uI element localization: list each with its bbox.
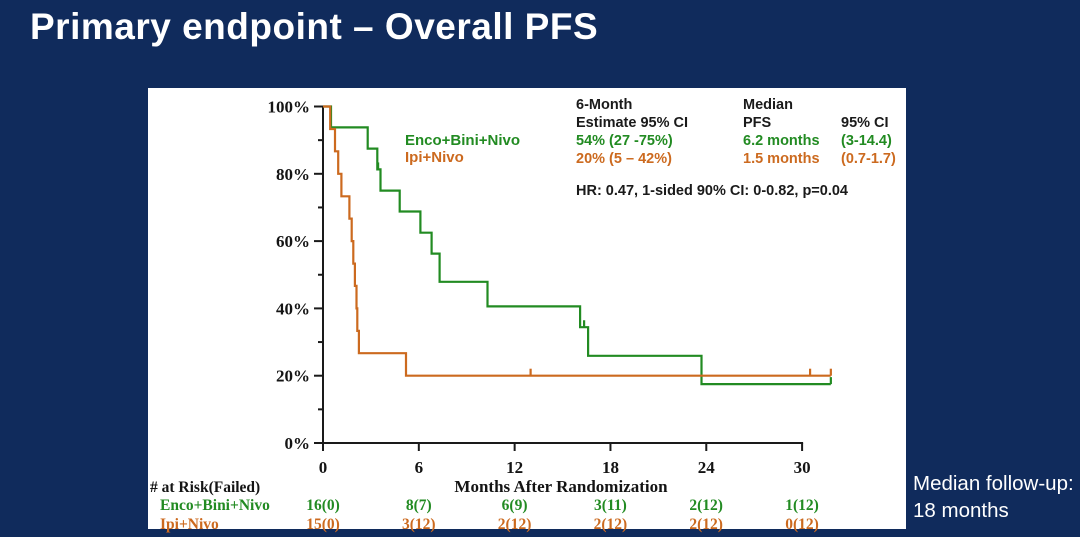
stats-spacer	[841, 96, 896, 114]
km-curve-ipi-nivo	[323, 105, 831, 377]
x-tick-label: 6	[415, 458, 424, 477]
risk-count: 6(9)	[501, 497, 528, 514]
risk-count: 1(12)	[785, 497, 819, 514]
y-tick-label: 80%	[276, 165, 310, 184]
risk-count: 0(12)	[785, 516, 819, 533]
ipi-ci-value: (0.7-1.7)	[841, 151, 896, 167]
y-tick-label: 0%	[285, 434, 311, 453]
km-curve-enco-bini-nivo	[323, 105, 831, 386]
risk-count: 2(12)	[497, 516, 532, 533]
chart-panel: 0% 20% 40% 60% 80% 100% 0 6 12 18 24 30 Enco+Bini+N…	[148, 88, 906, 533]
risk-count: 3(12)	[402, 516, 436, 533]
y-tick-label: 40%	[276, 299, 310, 318]
enco-ci-value: (3-14.4)	[841, 133, 892, 149]
stats-six-month-header: 6-Month	[576, 97, 633, 113]
risk-row: Enco+Bini+Nivo 16(0) 8(7) 6(9) 3(11) 2(12) 1(1…	[148, 496, 906, 515]
stats-estimate-header: Estimate 95% CI	[576, 115, 689, 131]
x-tick-label: 12	[506, 458, 523, 477]
ipi-estimate-value: 20% (5 – 42%)	[576, 151, 672, 167]
median-followup-note: Median follow-up: 18 months	[913, 470, 1080, 524]
stats-ci-header: 95% CI	[841, 115, 889, 131]
y-tick-label: 60%	[276, 232, 310, 251]
x-tick-label: 24	[698, 458, 716, 477]
x-tick-label: 18	[602, 458, 619, 477]
risk-count: 2(12)	[689, 516, 723, 533]
risk-count: 8(7)	[405, 497, 432, 514]
risk-row-label: Enco+Bini+Nivo	[160, 497, 270, 514]
chart-legend: Enco+Bini+Nivo Ipi+Nivo	[405, 132, 520, 166]
stats-grid: 6-Month Median Estimate 95% CI PFS 95% C…	[576, 96, 896, 168]
risk-count: 3(11)	[594, 497, 627, 514]
legend-item: Ipi+Nivo	[405, 149, 464, 166]
enco-estimate-value: 54% (27 -75%)	[576, 133, 673, 149]
risk-row-label: Ipi+Nivo	[160, 516, 219, 533]
stats-pfs-header: PFS	[743, 115, 772, 131]
risk-table-header: # at Risk(Failed)	[150, 479, 261, 496]
km-chart: 0% 20% 40% 60% 80% 100% 0 6 12 18 24 30	[268, 98, 832, 477]
enco-median-value: 6.2 months	[743, 133, 820, 149]
page-title: Primary endpoint – Overall PFS	[30, 6, 599, 47]
y-tick-label: 100%	[268, 98, 311, 117]
stats-median-header: Median	[743, 97, 793, 113]
risk-table: Enco+Bini+Nivo 16(0) 8(7) 6(9) 3(11) 2(12) 1(1…	[148, 496, 906, 534]
x-tick-label: 30	[794, 458, 811, 477]
risk-count: 2(12)	[689, 497, 723, 514]
hr-stat-line: HR: 0.47, 1-sided 90% CI: 0-0.82, p=0.04	[576, 183, 848, 199]
median-followup-line1: Median follow-up:	[913, 472, 1074, 495]
risk-count: 16(0)	[306, 497, 340, 514]
ipi-median-value: 1.5 months	[743, 151, 820, 167]
legend-item: Enco+Bini+Nivo	[405, 132, 521, 149]
risk-row: Ipi+Nivo 15(0) 3(12) 2(12) 2(12) 2(12) 0(12)	[148, 515, 906, 534]
y-tick-label: 20%	[276, 367, 310, 386]
x-tick-label: 0	[319, 458, 328, 477]
risk-count: 15(0)	[306, 516, 340, 533]
stats-table: 6-Month Median Estimate 95% CI PFS 95% C…	[576, 96, 896, 199]
x-axis-caption: Months After Randomization	[454, 477, 668, 496]
risk-count: 2(12)	[593, 516, 628, 533]
median-followup-line2: 18 months	[913, 499, 1009, 522]
